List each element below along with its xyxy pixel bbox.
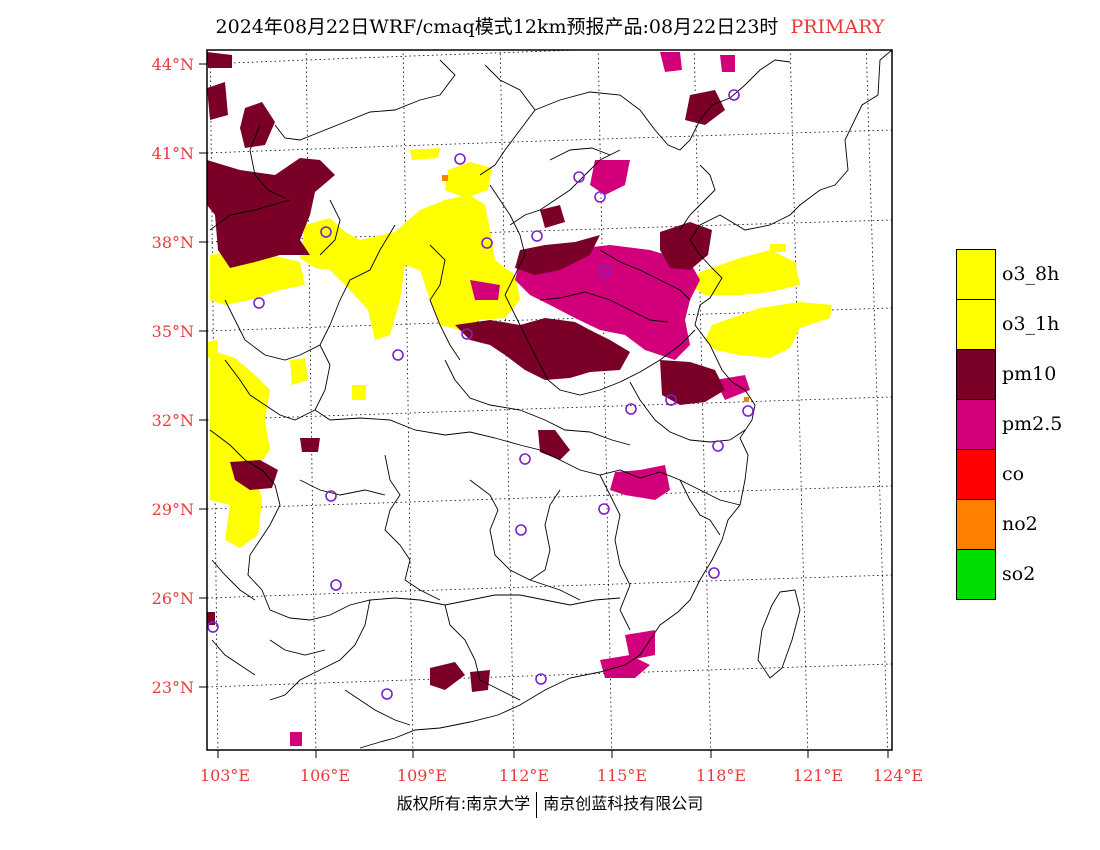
copyright-separator	[536, 791, 538, 818]
station-marker	[708, 567, 720, 579]
station-marker	[599, 265, 611, 277]
station-marker	[594, 191, 606, 203]
station-marker	[712, 440, 724, 452]
station-marker	[253, 297, 265, 309]
pm10-regions	[207, 52, 725, 692]
legend-swatch	[956, 499, 996, 550]
lon-label: 109°E	[396, 766, 448, 785]
station-marker	[665, 394, 677, 406]
lat-label: 32°N	[151, 411, 194, 430]
legend-label: co	[1002, 463, 1025, 485]
boundaries	[209, 50, 892, 749]
station-marker	[515, 524, 527, 536]
lat-label: 23°N	[151, 678, 194, 697]
legend-label: o3_1h	[1002, 313, 1060, 335]
station-marker	[481, 237, 493, 249]
map-background	[207, 50, 892, 750]
legend-swatch	[956, 249, 996, 300]
copyright: 版权所有:南京大学 南京创蓝科技有限公司	[0, 790, 1100, 818]
station-marker	[742, 405, 754, 417]
station-marker	[625, 403, 637, 415]
lon-label: 124°E	[872, 766, 924, 785]
legend-label: no2	[1002, 513, 1038, 535]
station-marker	[454, 153, 466, 165]
lon-label: 106°E	[299, 766, 351, 785]
station-marker	[320, 226, 332, 238]
lat-label: 41°N	[151, 144, 194, 163]
legend-swatch	[956, 299, 996, 350]
lon-label: 118°E	[695, 766, 747, 785]
no2-speck	[442, 175, 448, 181]
legend-label: pm10	[1002, 363, 1057, 385]
station-marker	[207, 621, 219, 633]
station-marker	[461, 328, 473, 340]
ozone-regions	[208, 148, 832, 548]
lon-label: 103°E	[199, 766, 251, 785]
city-stations	[207, 89, 754, 700]
title-pollutant-type: PRIMARY	[790, 16, 885, 38]
axis-ticks	[199, 63, 889, 758]
legend-swatch	[956, 349, 996, 400]
lat-label: 26°N	[151, 589, 194, 608]
station-marker	[598, 503, 610, 515]
station-marker	[573, 171, 585, 183]
legend-label: so2	[1002, 563, 1036, 585]
map-frame	[206, 49, 893, 751]
legend-label: pm2.5	[1002, 413, 1063, 435]
station-marker	[381, 688, 393, 700]
station-marker	[535, 673, 547, 685]
lon-label: 115°E	[596, 766, 648, 785]
copyright-right: 南京创蓝科技有限公司	[543, 794, 704, 813]
station-marker	[330, 579, 342, 591]
lat-label: 38°N	[151, 233, 194, 252]
copyright-left: 版权所有:南京大学	[396, 794, 531, 813]
station-marker	[728, 89, 740, 101]
lat-label: 29°N	[151, 500, 194, 519]
legend-swatch	[956, 449, 996, 500]
station-marker	[519, 453, 531, 465]
station-marker	[325, 490, 337, 502]
legend-label: o3_8h	[1002, 263, 1060, 285]
lat-label: 35°N	[151, 322, 194, 341]
lon-label: 121°E	[792, 766, 844, 785]
legend-swatch	[956, 399, 996, 450]
map-title: 2024年08月22日WRF/cmaq模式12km预报产品:08月22日23时 P…	[0, 12, 1100, 39]
station-marker	[392, 349, 404, 361]
pm25-regions	[290, 52, 750, 746]
legend-swatch	[956, 549, 996, 600]
station-marker	[531, 230, 543, 242]
title-main: 2024年08月22日WRF/cmaq模式12km预报产品:08月22日23时	[215, 16, 779, 38]
lat-label: 44°N	[151, 55, 194, 74]
lon-label: 112°E	[498, 766, 550, 785]
no2-speck-2	[744, 397, 749, 402]
